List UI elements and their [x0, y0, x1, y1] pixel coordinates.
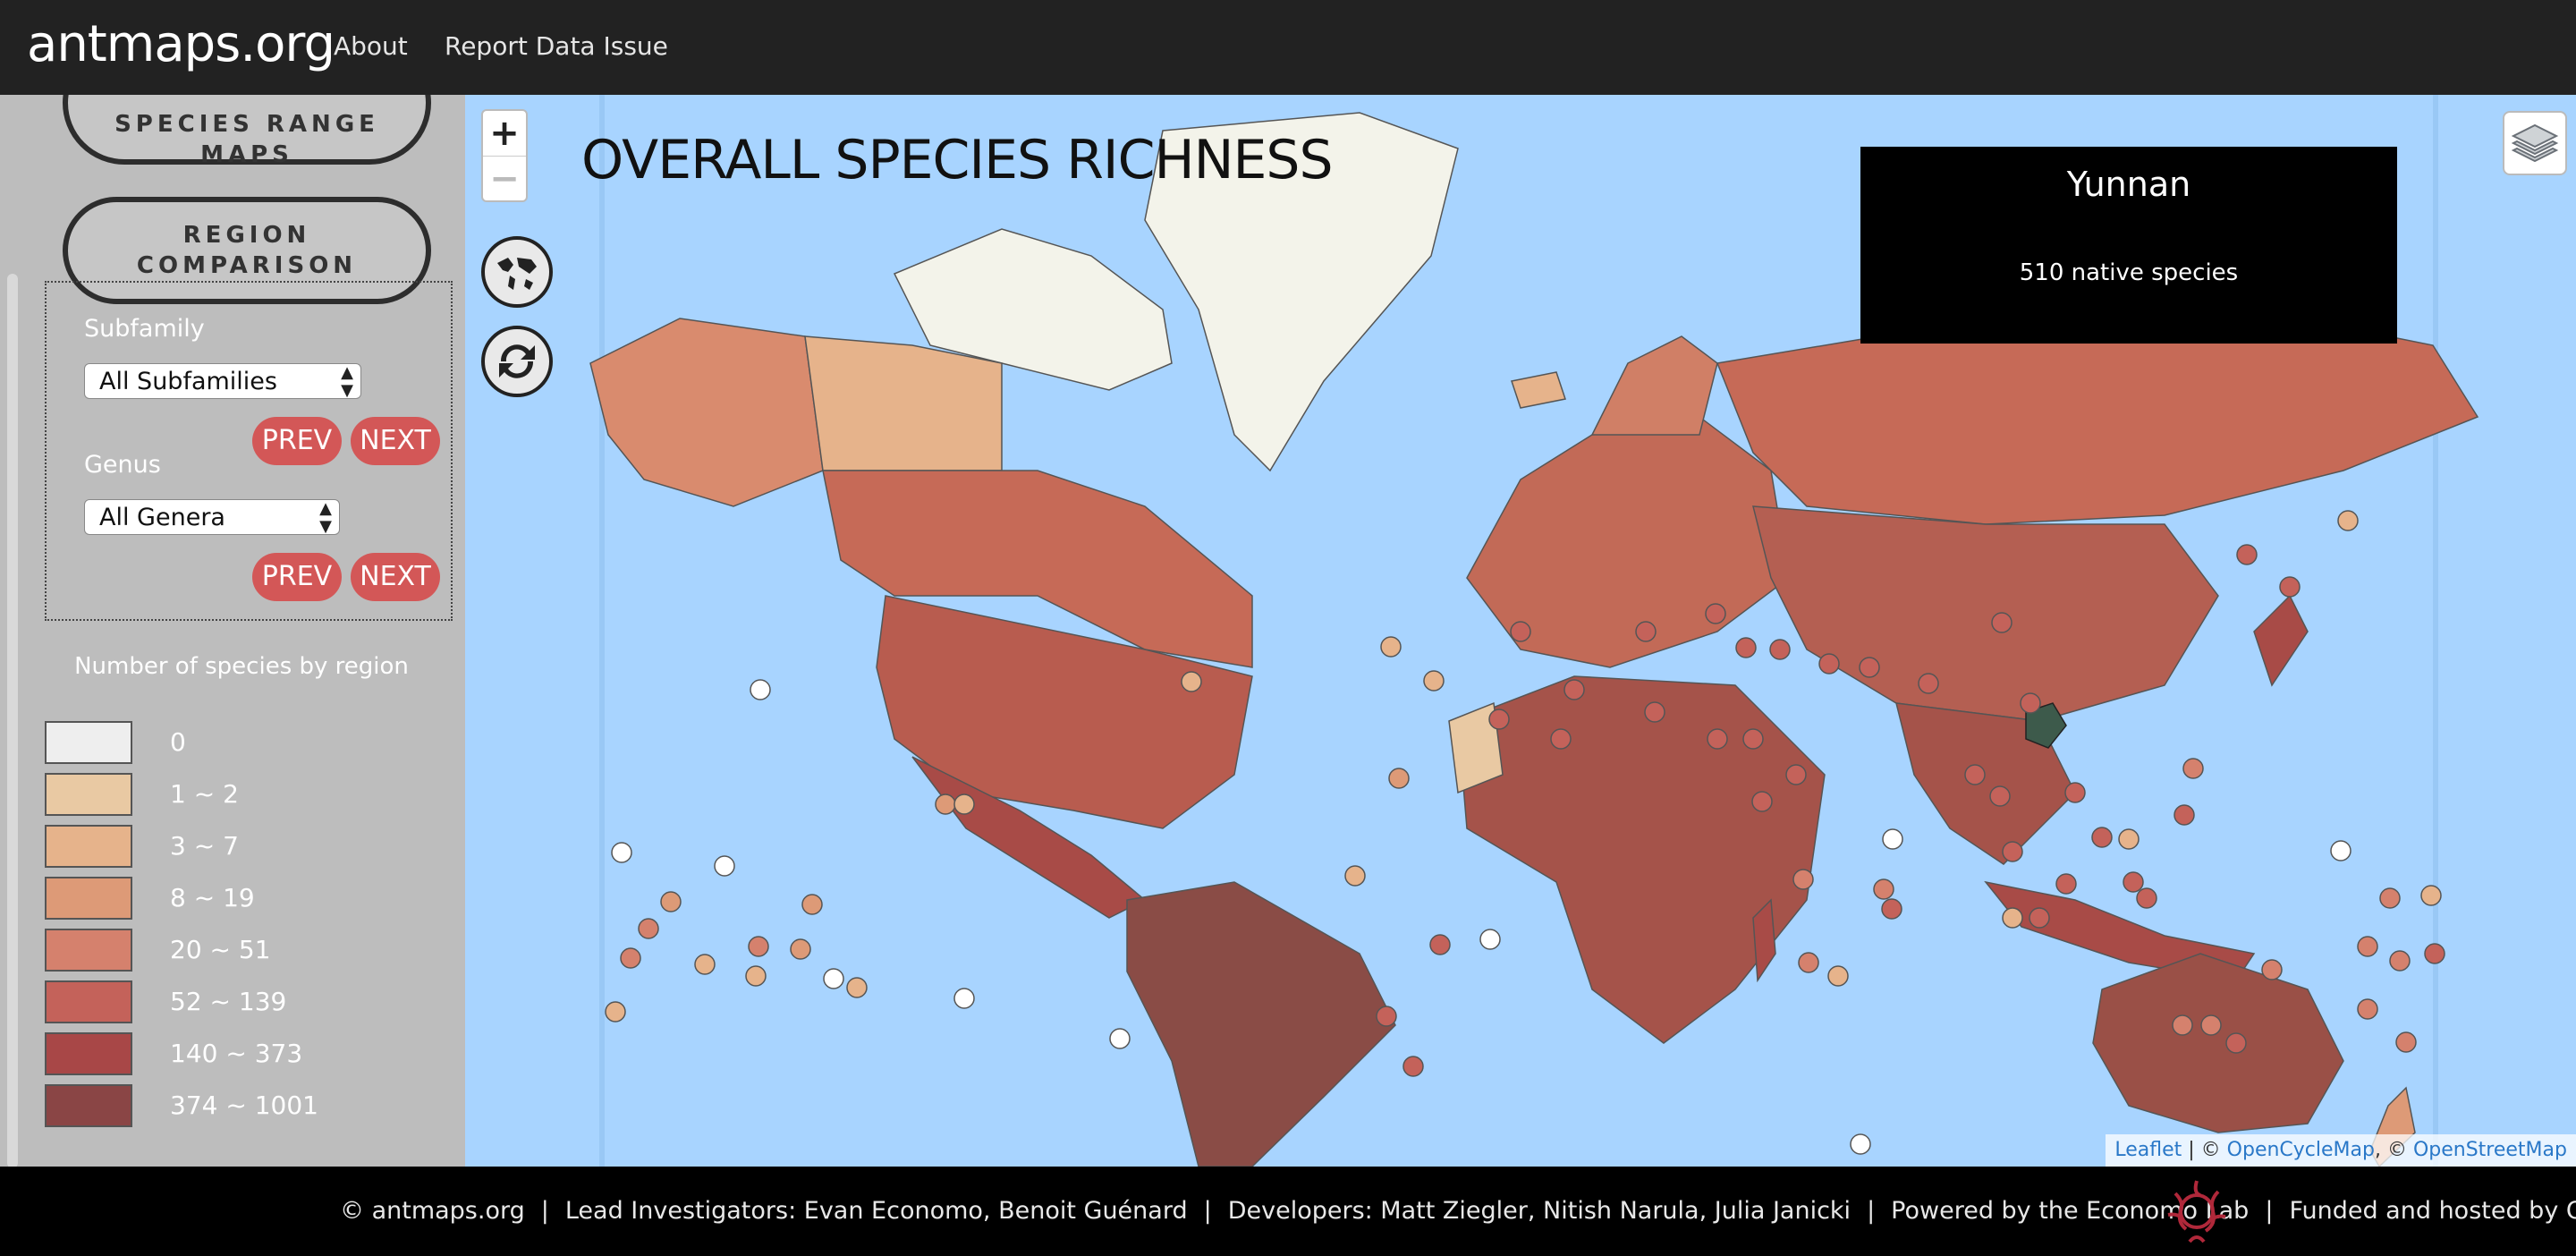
arctic-canada-region [893, 228, 1173, 391]
zoom-in-button[interactable]: + [489, 113, 520, 154]
legend-swatch [45, 1084, 132, 1127]
legend-label: 20 ~ 51 [170, 935, 271, 964]
iceland-region [1511, 371, 1566, 409]
madagascar-region [1752, 898, 1776, 983]
footer-developers: Developers: Matt Ziegler, Nitish Narula,… [1227, 1197, 1852, 1225]
legend-row: 0 [45, 721, 438, 766]
legend-label: 140 ~ 373 [170, 1039, 303, 1068]
reset-view-button[interactable] [481, 326, 553, 397]
yunnan-region [2025, 702, 2067, 749]
south-america-region [1126, 881, 1396, 1167]
refresh-icon [499, 344, 535, 378]
nav-about[interactable]: About [334, 31, 408, 61]
world-view-button[interactable] [481, 236, 553, 308]
footer-powered-by: Powered by the Economo Lab [1891, 1197, 2250, 1225]
legend-label: 52 ~ 139 [170, 987, 287, 1016]
legend-row: 52 ~ 139 [45, 980, 438, 1025]
opencyclemap-link[interactable]: OpenCycleMap [2226, 1139, 2375, 1161]
brand-logo[interactable]: antmaps.org [27, 15, 335, 73]
map-canvas[interactable] [465, 95, 2576, 1167]
genus-select[interactable]: All Genera ▲ ▼ [84, 499, 340, 536]
oist-logo-icon[interactable] [2157, 1175, 2236, 1247]
footer-separator: | [2265, 1197, 2274, 1225]
genus-selected-value: All Genera [99, 504, 225, 531]
species-range-maps-button[interactable]: SPECIES RANGE MAPS [63, 95, 431, 168]
legend-swatch [45, 825, 132, 868]
map-attribution: Leaflet | © OpenCycleMap, © OpenStreetMa… [2106, 1134, 2576, 1167]
legend-swatch [45, 929, 132, 972]
zoom-out-button[interactable]: − [483, 156, 526, 201]
australia-region [2092, 953, 2344, 1133]
legend-row: 20 ~ 51 [45, 929, 438, 973]
central-asia-region [1752, 505, 2219, 722]
sidebar: SPECIES RANGE MAPS REGION COMPARISON Sub… [0, 95, 465, 1167]
legend-label: 1 ~ 2 [170, 779, 239, 809]
legend-title: Number of species by region [74, 653, 409, 680]
legend-swatch [45, 877, 132, 920]
subfamily-label: Subfamily [84, 315, 205, 343]
legend-swatch [45, 721, 132, 764]
region-info-box: Yunnan 510 native species [1860, 147, 2397, 344]
japan-region [2253, 594, 2309, 687]
footer-credits: © antmaps.org | Lead Investigators: Evan E… [340, 1190, 2576, 1233]
legend-label: 0 [170, 727, 186, 757]
island-markers [605, 510, 2445, 1155]
info-species-count: 510 native species [2019, 259, 2239, 286]
zoom-control: + − [481, 109, 528, 202]
region-comparison-button[interactable]: REGION COMPARISON [63, 197, 431, 304]
genus-prev-button[interactable]: PREV [252, 553, 342, 601]
legend-label: 374 ~ 1001 [170, 1091, 318, 1120]
legend-swatch [45, 773, 132, 816]
usa-region [876, 595, 1253, 829]
openstreetmap-link[interactable]: OpenStreetMap [2412, 1139, 2567, 1161]
attribution-separator: | © [2182, 1139, 2227, 1161]
subfamily-prev-button[interactable]: PREV [252, 417, 342, 465]
legend-row: 3 ~ 7 [45, 825, 438, 870]
subfamily-select[interactable]: All Subfamilies ▲ ▼ [84, 363, 361, 400]
leaflet-link[interactable]: Leaflet [2114, 1139, 2182, 1161]
map-title: OVERALL SPECIES RICHNESS [581, 129, 1334, 191]
legend-row: 1 ~ 2 [45, 773, 438, 818]
africa-region [1457, 675, 1826, 1044]
attribution-separator: , © [2374, 1139, 2413, 1161]
indonesia-region [1984, 880, 2256, 981]
legend-swatch [45, 1032, 132, 1075]
select-arrows-icon: ▲ ▼ [341, 363, 353, 400]
subfamily-next-button[interactable]: NEXT [351, 417, 440, 465]
legend-row: 8 ~ 19 [45, 877, 438, 921]
legend-row: 374 ~ 1001 [45, 1084, 438, 1129]
world-map[interactable]: + − OVERALL SPECIES RICHNESS Yunnan 510 … [465, 95, 2576, 1167]
nav-report-data-issue[interactable]: Report Data Issue [445, 31, 668, 61]
alaska-region [589, 318, 824, 507]
filter-panel: Subfamily All Subfamilies ▲ ▼ PREV NEXT G… [45, 281, 453, 621]
sidebar-scrollbar[interactable] [7, 274, 18, 1167]
footer-separator: | [1867, 1197, 1876, 1225]
scandinavia-region [1590, 335, 1718, 436]
top-navbar: antmaps.org About Report Data Issue [0, 0, 2576, 96]
info-region-name: Yunnan [2066, 165, 2191, 204]
legend-label: 3 ~ 7 [170, 831, 239, 861]
canada-region [822, 470, 1253, 668]
footer-copyright: © antmaps.org [340, 1197, 525, 1225]
genus-next-button[interactable]: NEXT [351, 553, 440, 601]
footer: © antmaps.org | Lead Investigators: Evan E… [0, 1167, 2576, 1256]
footer-funded-by: Funded and hosted by OIST [2289, 1197, 2576, 1225]
legend-row: 140 ~ 373 [45, 1032, 438, 1077]
subfamily-selected-value: All Subfamilies [99, 368, 277, 395]
footer-separator: | [540, 1197, 549, 1225]
legend-label: 8 ~ 19 [170, 883, 255, 912]
genus-label: Genus [84, 451, 161, 479]
greenland-region [1144, 112, 1459, 472]
footer-separator: | [1203, 1197, 1212, 1225]
select-arrows-icon: ▲ ▼ [319, 499, 332, 536]
globe-icon [497, 258, 537, 290]
legend-swatch [45, 980, 132, 1023]
layers-icon [2511, 123, 2559, 163]
layers-control-button[interactable] [2503, 111, 2567, 175]
western-sahara-region [1448, 701, 1504, 794]
footer-lead-investigators: Lead Investigators: Evan Economo, Benoit… [564, 1197, 1188, 1225]
